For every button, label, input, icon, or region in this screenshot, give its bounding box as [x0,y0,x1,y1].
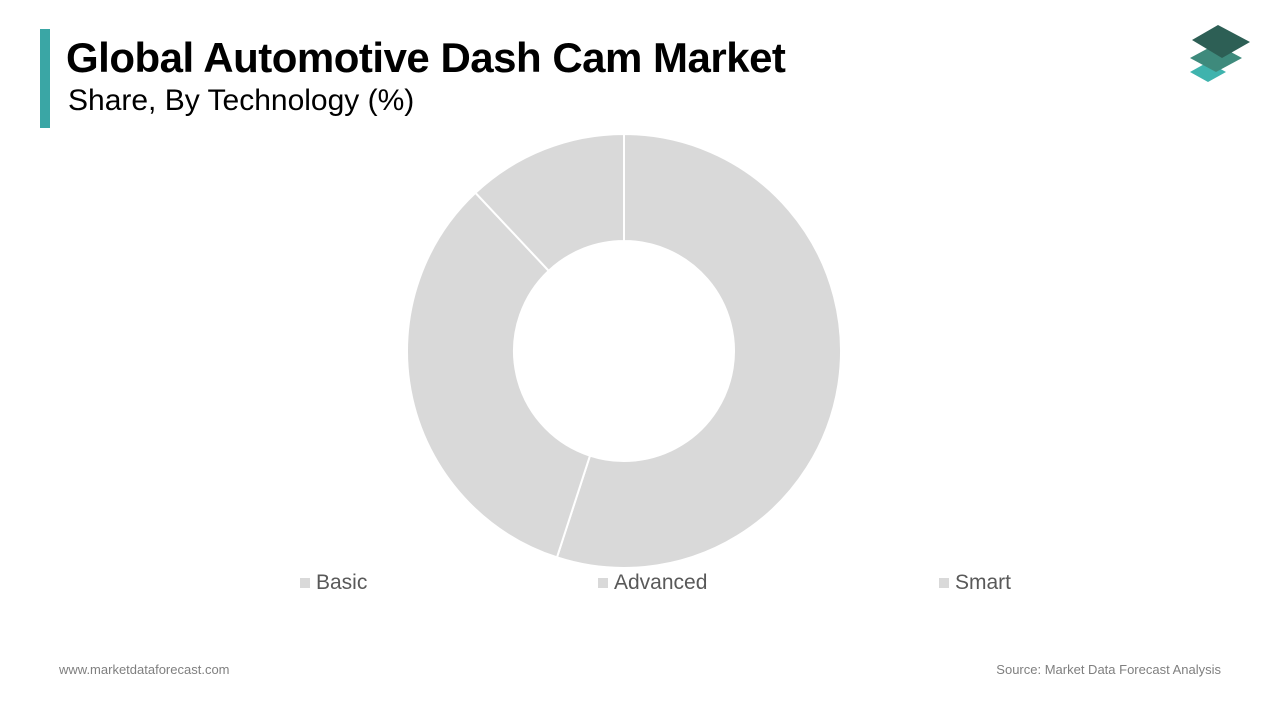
title-accent-bar [40,29,50,128]
legend-label-basic: Basic [316,571,368,594]
legend-swatch-advanced [598,578,608,588]
legend-label-advanced: Advanced [614,571,708,594]
legend-item-smart: Smart [939,571,1011,595]
legend-label-smart: Smart [955,571,1012,594]
legend-item-advanced: Advanced [598,571,707,595]
logo-layer-top [1192,25,1250,58]
donut-slice-basic [555,132,842,569]
donut-slices [406,132,842,569]
legend-swatch-smart [939,578,949,588]
footer-website: www.marketdataforecast.com [59,662,230,677]
donut-slice-smart [474,132,625,273]
page-subtitle: Share, By Technology (%) [68,84,415,117]
page-title: Global Automotive Dash Cam Market [66,34,786,81]
legend-swatch-basic [300,578,310,588]
donut-slice-advanced [406,191,592,559]
brand-logo-icon [1190,25,1250,82]
legend-item-basic: Basic [300,571,367,595]
footer-source: Source: Market Data Forecast Analysis [996,662,1221,677]
